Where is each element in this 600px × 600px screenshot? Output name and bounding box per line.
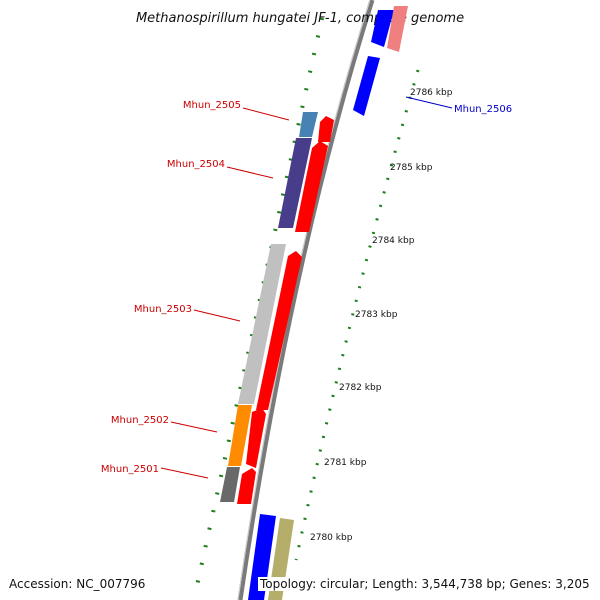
kbp-tick-label: 2783 kbp xyxy=(355,310,398,320)
gene-arrow-bottom-blue[interactable] xyxy=(248,514,276,600)
gene-block-mhun-2504-inner[interactable] xyxy=(278,138,312,228)
kbp-tick-label: 2780 kbp xyxy=(310,533,353,543)
kbp-tick-label: 2786 kbp xyxy=(410,88,453,98)
topology-text: Topology: circular; Length: 3,544,738 bp… xyxy=(258,577,592,591)
gene-block-mhun-2503-inner[interactable] xyxy=(238,244,286,404)
genome-backbone xyxy=(237,0,375,600)
kbp-tick-label: 2785 kbp xyxy=(390,163,433,173)
gene-label-mhun-2501[interactable]: Mhun_2501 xyxy=(101,464,159,475)
gene-block-mhun-2505-inner[interactable] xyxy=(299,112,318,137)
gene-label-mhun-2503[interactable]: Mhun_2503 xyxy=(134,304,192,315)
leader-lines xyxy=(160,96,453,479)
gene-label-mhun-2505[interactable]: Mhun_2505 xyxy=(183,100,241,111)
accession-text: Accession: NC_007796 xyxy=(7,577,148,591)
gene-label-mhun-2504[interactable]: Mhun_2504 xyxy=(167,159,225,170)
kbp-tick-label: 2784 kbp xyxy=(372,236,415,246)
gene-arrow-top-pink[interactable] xyxy=(387,6,408,52)
gene-arrow-mhun-2504[interactable] xyxy=(295,141,328,232)
gene-arrow-mhun-2503[interactable] xyxy=(256,251,302,410)
gene-label-mhun-2502[interactable]: Mhun_2502 xyxy=(111,415,169,426)
gene-arrow-top-blue[interactable] xyxy=(371,10,394,47)
gene-block-mhun-2501-inner[interactable] xyxy=(220,467,240,502)
gene-arrow-mhun-2505[interactable] xyxy=(318,116,334,142)
map-title: Methanospirillum hungatei JF-1, complete… xyxy=(136,11,464,26)
gene-block-mhun-2502-inner[interactable] xyxy=(228,405,252,466)
kbp-tick-label: 2781 kbp xyxy=(324,458,367,468)
gene-label-mhun-2506[interactable]: Mhun_2506 xyxy=(454,104,512,115)
gene-arrow-mhun-2502[interactable] xyxy=(246,408,266,468)
kbp-tick-label: 2782 kbp xyxy=(339,383,382,393)
gene-arrow-mhun-2501[interactable] xyxy=(237,468,256,504)
gene-arrow-mhun-2506[interactable] xyxy=(353,56,380,116)
